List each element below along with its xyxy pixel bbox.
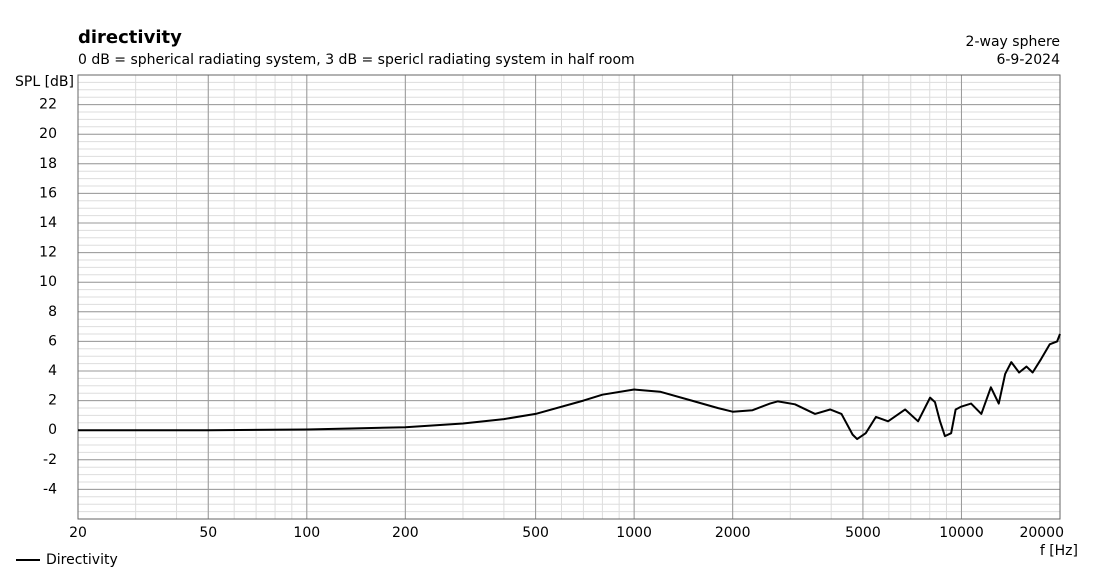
- x-tick-label: 1000: [616, 525, 652, 541]
- x-tick-label: 50: [199, 525, 217, 541]
- y-tick-label: 4: [48, 363, 57, 379]
- legend-label: Directivity: [46, 552, 118, 568]
- y-tick-label: 12: [39, 245, 57, 261]
- x-tick-label: 10000: [939, 525, 984, 541]
- chart-title: directivity: [78, 27, 182, 48]
- y-tick-label: 8: [48, 304, 57, 320]
- data-line: [78, 333, 1061, 441]
- y-tick-label: 0: [48, 422, 57, 438]
- chart-subtitle: 0 dB = spherical radiating system, 3 dB …: [78, 52, 635, 68]
- y-tick-label: 16: [39, 185, 57, 201]
- note: 2-way sphere: [966, 34, 1060, 50]
- y-tick-label: 18: [39, 156, 57, 172]
- y-tick-label: 6: [48, 333, 57, 349]
- y-tick-label: 2: [48, 393, 57, 409]
- y-tick-label: 14: [39, 215, 57, 231]
- note: 6-9-2024: [996, 52, 1060, 68]
- x-tick-label: 100: [293, 525, 320, 541]
- y-axis-label: SPL [dB]: [15, 74, 74, 90]
- y-tick-label: 10: [39, 274, 57, 290]
- x-tick-label: 20: [69, 525, 87, 541]
- x-axis-label: f [Hz]: [1040, 543, 1078, 559]
- y-tick-label: -4: [43, 481, 57, 497]
- x-tick-label: 2000: [715, 525, 751, 541]
- y-tick-label: 20: [39, 126, 57, 142]
- x-tick-label: 5000: [845, 525, 881, 541]
- plot-frame: [77, 74, 1061, 520]
- y-tick-label: 22: [39, 97, 57, 113]
- y-tick-label: -2: [43, 452, 57, 468]
- x-tick-label: 200: [392, 525, 419, 541]
- x-tick-label: 500: [522, 525, 549, 541]
- x-tick-label: 20000: [1019, 525, 1064, 541]
